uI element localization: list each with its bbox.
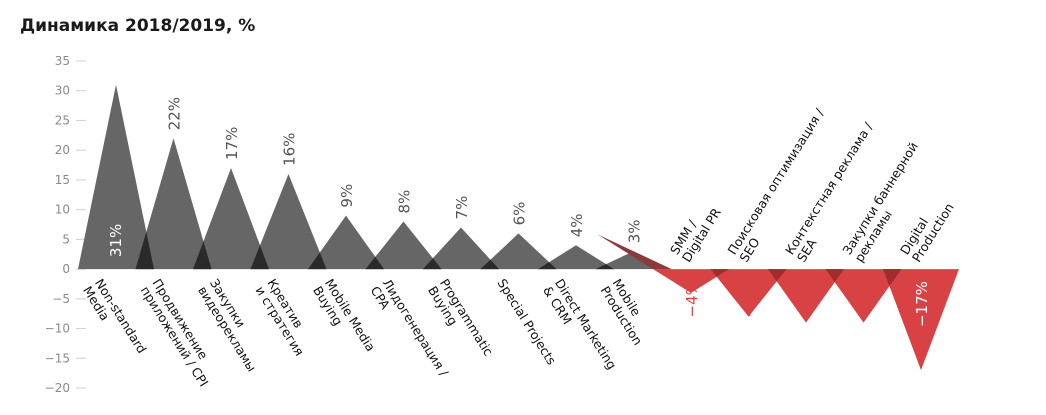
bar-triangle xyxy=(653,269,729,293)
y-tick-label: 25 xyxy=(55,113,70,127)
bar-triangle xyxy=(423,227,499,270)
bar-overlap xyxy=(768,269,787,282)
bar-overlap xyxy=(825,269,844,283)
bar-overlap xyxy=(710,269,729,277)
value-labels: 31% 22% 17% 16% 9% 8% 7% 6% 4% 3% −4% −8% −9% −9% −17% xyxy=(107,97,931,327)
bar-overlap xyxy=(423,258,442,270)
bar-overlap xyxy=(595,264,614,270)
y-tick-label: −5 xyxy=(52,292,70,306)
bar-triangle xyxy=(768,269,844,323)
bar-triangle xyxy=(78,84,154,270)
bar-triangle xyxy=(308,215,384,270)
y-tick-label: 15 xyxy=(55,173,70,187)
y-tick-label: −10 xyxy=(45,322,70,336)
bar-triangle xyxy=(480,233,557,270)
bar-overlap xyxy=(597,234,672,270)
bar-overlap xyxy=(883,269,902,287)
value-label: 8% xyxy=(396,190,414,214)
bar-overlap xyxy=(365,256,384,270)
y-tick-label: −20 xyxy=(45,381,70,395)
value-label: 17% xyxy=(223,127,241,160)
value-label: −4% xyxy=(683,281,701,317)
value-label: 4% xyxy=(568,214,586,238)
value-label: 3% xyxy=(626,219,644,243)
y-tick-label: 35 xyxy=(55,54,70,68)
y-tick-label: 10 xyxy=(55,203,70,217)
chart-marks xyxy=(78,84,959,371)
bar-overlap xyxy=(538,262,557,270)
y-tick-label: 30 xyxy=(55,84,70,98)
y-tick-label: 5 xyxy=(62,232,70,246)
chart-overlaps xyxy=(135,231,902,287)
value-label: −17% xyxy=(913,281,931,327)
y-tick-label: 0 xyxy=(62,262,70,276)
value-label: 9% xyxy=(338,184,356,208)
bar-triangle xyxy=(135,138,212,270)
value-label: 6% xyxy=(511,202,529,226)
bar-triangle xyxy=(825,269,902,323)
chart-title: Динамика 2018/2019, % xyxy=(20,16,256,36)
bar-triangle xyxy=(365,221,442,270)
y-axis: 35 30 25 20 15 10 5 0 −5 −10 −15 −20 xyxy=(45,54,86,395)
bar-triangle xyxy=(250,173,327,270)
y-tick-label: −15 xyxy=(45,351,70,365)
category-label: SMM /Digital PR xyxy=(667,205,724,265)
y-tick-label: 20 xyxy=(55,143,70,157)
value-label: −9% xyxy=(856,281,874,317)
value-label: 31% xyxy=(107,224,125,257)
bar-overlap xyxy=(308,252,327,270)
bar-triangle xyxy=(193,168,269,270)
bar-overlap xyxy=(480,259,499,270)
value-label: 22% xyxy=(166,97,184,130)
category-label-line: Поисковая оптимизация / xyxy=(724,105,827,257)
value-label: −8% xyxy=(741,281,759,317)
value-label: 7% xyxy=(453,196,471,220)
bar-overlap xyxy=(193,241,212,270)
bar-triangle xyxy=(710,269,787,317)
bar-triangle xyxy=(538,245,614,270)
value-label: −9% xyxy=(798,281,816,317)
bar-overlap xyxy=(250,245,269,270)
bar-triangle xyxy=(883,269,959,371)
bar-overlap xyxy=(135,231,154,270)
value-label: 16% xyxy=(281,133,299,166)
